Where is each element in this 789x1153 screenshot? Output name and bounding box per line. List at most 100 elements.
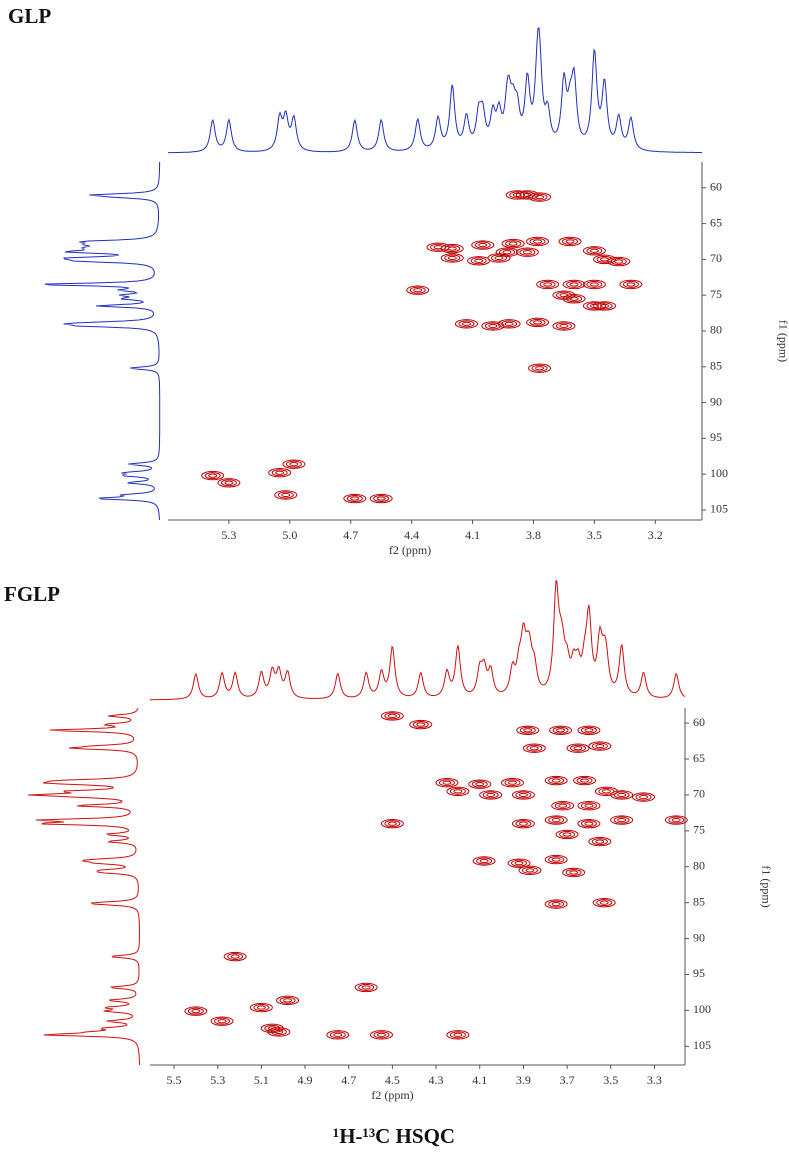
contour [562,867,586,878]
cross-peak [632,792,656,802]
cross-peak [446,786,470,797]
contour [531,364,548,372]
cross-peak [582,279,606,290]
contour [569,296,579,301]
cross-peak [592,897,616,908]
contour [380,711,404,721]
y-tick-label: 70 [710,251,722,265]
y-tick-label: 90 [710,394,722,408]
cross-peak [507,858,531,868]
contour [582,301,606,311]
cross-peak [562,279,586,290]
contour [551,800,575,811]
x-tick-label: 5.1 [254,1073,269,1087]
contour [274,490,298,500]
y-tick-label: 70 [693,787,705,801]
contour [562,279,586,290]
contour [522,250,532,255]
cross-peak [343,493,367,504]
contour [210,1016,234,1026]
cross-peak [409,719,433,730]
cross-peak [544,775,568,786]
cross-peak [511,790,535,800]
contour [529,237,546,245]
contour [589,282,599,287]
cross-peak [552,290,576,300]
cross-peak [467,256,491,266]
y-tick-label: 105 [693,1038,711,1052]
contour [253,1004,270,1012]
cross-peak [217,478,241,488]
contour [282,459,306,469]
contour [275,470,285,475]
contour [468,779,492,789]
contour [440,243,464,254]
contour [289,462,299,467]
x-tick-label: 3.5 [587,528,602,542]
contour [471,240,495,250]
cross-peak [454,319,478,329]
cross-peak [515,190,539,200]
contour [610,790,634,800]
cross-peak [552,321,576,331]
contour [508,241,518,246]
contour [539,280,556,288]
contour [535,194,545,200]
x-tick-label: 3.3 [647,1073,662,1087]
contour [446,786,470,797]
cross-peak [515,247,539,257]
contour [535,366,545,371]
contour [589,248,599,253]
y-axis-label: f1 (ppm) [776,320,789,362]
contour [501,238,525,249]
contour [580,802,597,810]
y-tick-label: 100 [693,1002,711,1016]
contour [380,818,404,829]
y-tick-label: 85 [693,894,705,908]
cross-peak [593,301,617,311]
contour [373,1031,390,1039]
contour [373,495,390,503]
cross-peak [446,1030,470,1040]
cross-peak [501,238,525,249]
cross-peak [479,790,503,800]
contour [267,1027,291,1037]
contour [548,856,565,864]
contour [495,247,519,257]
contour [551,817,561,823]
contour [664,815,688,825]
contour [346,495,363,503]
cross-peak [472,856,496,866]
contour [504,321,514,326]
contour [435,778,459,788]
contour [569,282,579,287]
contour [596,302,613,310]
cross-peak [555,829,579,840]
cross-peak [511,818,535,829]
contour [201,470,225,481]
contour [518,821,528,826]
contour [552,726,569,734]
contour [554,802,571,810]
cross-peak [282,459,306,469]
cross-peak [223,951,247,962]
contour [444,254,461,262]
contour [224,480,234,485]
cross-peak [610,790,634,800]
contour [591,838,608,846]
contour [505,190,529,200]
y-tick-label: 75 [693,823,705,837]
contour [562,832,572,837]
y-tick-label: 65 [710,215,722,229]
cross-peak [528,192,552,202]
contour [577,800,601,811]
y-tick-label: 80 [693,858,705,872]
contour [551,778,561,783]
contour [453,789,463,794]
y-tick-label: 105 [710,502,728,516]
contour [619,279,643,290]
y-tick-label: 95 [710,430,722,444]
contour [551,857,561,862]
contour [544,815,568,825]
cross-peak [518,865,542,876]
